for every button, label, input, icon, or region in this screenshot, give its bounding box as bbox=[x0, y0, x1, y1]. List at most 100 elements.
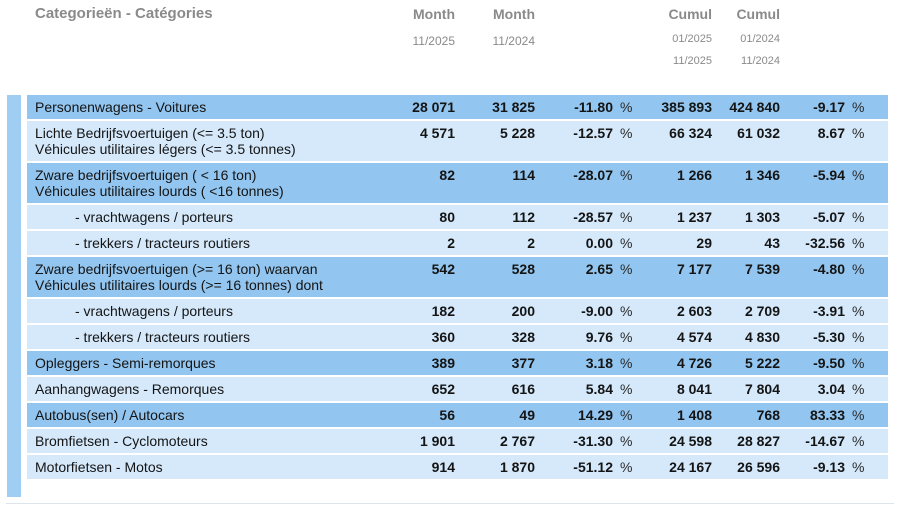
percent-sign: % bbox=[620, 99, 633, 115]
percent-sign: % bbox=[620, 235, 633, 251]
percent-sign: % bbox=[852, 355, 865, 371]
table-row: Aanhangwagens - Remorques 652 616 5.84 %… bbox=[27, 377, 888, 403]
page-title: Categorieën - Catégories bbox=[35, 5, 213, 22]
cumul-previous-value: 61 032 bbox=[737, 125, 780, 141]
cumul-current-value: 385 893 bbox=[661, 99, 712, 115]
percent-sign: % bbox=[620, 125, 633, 141]
cumul-previous-value: 7 804 bbox=[744, 381, 780, 397]
cumul-current-value: 24 167 bbox=[669, 459, 712, 475]
row-label: Autobus(sen) / Autocars bbox=[35, 407, 185, 423]
percent-sign: % bbox=[620, 329, 633, 345]
cumul-previous-value: 7 539 bbox=[744, 261, 780, 277]
month-change-percent: -9.00 bbox=[581, 303, 613, 319]
month-previous-value: 377 bbox=[511, 355, 535, 371]
percent-sign: % bbox=[620, 261, 633, 277]
month-current-value: 914 bbox=[431, 459, 455, 475]
cumul-previous-value: 1 346 bbox=[744, 167, 780, 183]
month-current-value: 4 571 bbox=[419, 125, 455, 141]
month-change-percent: 0.00 bbox=[585, 235, 613, 251]
percent-sign: % bbox=[852, 407, 865, 423]
registrations-table: Personenwagens - Voitures 28 071 31 825 … bbox=[27, 95, 888, 481]
column-header-cumul-current: Cumul 01/2025 11/2025 bbox=[633, 4, 712, 72]
cumul-change-percent: -32.56 bbox=[805, 235, 845, 251]
percent-sign: % bbox=[852, 99, 865, 115]
row-label: Opleggers - Semi-remorques bbox=[35, 355, 216, 371]
percent-sign: % bbox=[852, 381, 865, 397]
month-current-value: 2 bbox=[447, 235, 455, 251]
table-row: - vrachtwagens / porteurs 182 200 -9.00 … bbox=[27, 299, 888, 325]
percent-sign: % bbox=[620, 433, 633, 449]
column-header-label: Month bbox=[493, 6, 535, 22]
row-label: Motorfietsen - Motos bbox=[35, 459, 163, 475]
column-header-period: 11/2025 bbox=[412, 34, 456, 48]
percent-sign: % bbox=[852, 125, 865, 141]
month-previous-value: 616 bbox=[511, 381, 535, 397]
month-change-percent: -28.07 bbox=[573, 167, 613, 183]
cumul-change-percent: -3.91 bbox=[813, 303, 845, 319]
column-header-period-start: 01/2025 bbox=[672, 33, 712, 45]
month-current-value: 389 bbox=[431, 355, 455, 371]
cumul-current-value: 1 408 bbox=[676, 407, 712, 423]
percent-sign: % bbox=[852, 303, 865, 319]
month-previous-value: 2 bbox=[527, 235, 535, 251]
month-current-value: 542 bbox=[431, 261, 455, 277]
cumul-current-value: 7 177 bbox=[676, 261, 712, 277]
month-change-percent: -31.30 bbox=[573, 433, 613, 449]
column-header-period-end: 11/2024 bbox=[741, 55, 780, 67]
column-header-label: Cumul bbox=[736, 6, 780, 22]
cumul-change-percent: 83.33 bbox=[809, 407, 845, 423]
cumul-current-value: 29 bbox=[696, 235, 712, 251]
month-previous-value: 328 bbox=[511, 329, 535, 345]
cumul-previous-value: 768 bbox=[756, 407, 780, 423]
column-header-label: Cumul bbox=[668, 6, 712, 22]
month-previous-value: 1 870 bbox=[499, 459, 535, 475]
month-change-percent: 3.18 bbox=[585, 355, 613, 371]
month-current-value: 182 bbox=[431, 303, 455, 319]
table-row: Opleggers - Semi-remorques 389 377 3.18 … bbox=[27, 351, 888, 377]
percent-sign: % bbox=[620, 303, 633, 319]
cumul-change-percent: -5.94 bbox=[813, 167, 845, 183]
cumul-change-percent: -9.17 bbox=[813, 99, 845, 115]
month-current-value: 360 bbox=[431, 329, 455, 345]
percent-sign: % bbox=[852, 209, 865, 225]
month-previous-value: 114 bbox=[512, 167, 535, 183]
row-label: Zware bedrijfsvoertuigen ( < 16 ton) Véhi… bbox=[35, 167, 284, 199]
cumul-current-value: 24 598 bbox=[669, 433, 712, 449]
column-header-period-end: 11/2025 bbox=[673, 55, 712, 67]
row-label: Bromfietsen - Cyclomoteurs bbox=[35, 433, 208, 449]
percent-sign: % bbox=[852, 167, 865, 183]
row-label: - vrachtwagens / porteurs bbox=[75, 209, 233, 225]
row-label: - trekkers / tracteurs routiers bbox=[75, 235, 251, 251]
cumul-current-value: 66 324 bbox=[669, 125, 712, 141]
accent-bar bbox=[7, 95, 21, 497]
percent-sign: % bbox=[852, 235, 865, 251]
percent-sign: % bbox=[620, 407, 633, 423]
month-change-percent: -12.57 bbox=[573, 125, 613, 141]
cumul-current-value: 2 603 bbox=[676, 303, 712, 319]
bottom-divider bbox=[6, 503, 894, 504]
month-change-percent: 2.65 bbox=[585, 261, 613, 277]
month-previous-value: 2 767 bbox=[499, 433, 535, 449]
month-current-value: 80 bbox=[439, 209, 455, 225]
month-current-value: 82 bbox=[439, 167, 455, 183]
table-row: Autobus(sen) / Autocars 56 49 14.29 % 1 … bbox=[27, 403, 888, 429]
cumul-change-percent: -9.13 bbox=[813, 459, 845, 475]
table-row: Personenwagens - Voitures 28 071 31 825 … bbox=[27, 95, 888, 121]
percent-sign: % bbox=[852, 459, 865, 475]
month-previous-value: 31 825 bbox=[492, 99, 535, 115]
column-header-period: 11/2024 bbox=[492, 34, 536, 48]
month-current-value: 1 901 bbox=[419, 433, 455, 449]
column-header-cumul-previous: Cumul 01/2024 11/2024 bbox=[712, 4, 780, 72]
cumul-previous-value: 28 827 bbox=[737, 433, 780, 449]
table-row: Bromfietsen - Cyclomoteurs 1 901 2 767 -… bbox=[27, 429, 888, 455]
row-label: - vrachtwagens / porteurs bbox=[75, 303, 233, 319]
table-row: - trekkers / tracteurs routiers 2 2 0.00… bbox=[27, 231, 888, 257]
column-header-month-current: Month 11/2025 bbox=[385, 4, 456, 52]
table-row: - vrachtwagens / porteurs 80 112 -28.57 … bbox=[27, 205, 888, 231]
month-change-percent: 9.76 bbox=[585, 329, 613, 345]
cumul-previous-value: 424 840 bbox=[729, 99, 780, 115]
percent-sign: % bbox=[620, 459, 633, 475]
cumul-previous-value: 2 709 bbox=[744, 303, 780, 319]
table-row: Zware bedrijfsvoertuigen (>= 16 ton) waa… bbox=[27, 257, 888, 299]
